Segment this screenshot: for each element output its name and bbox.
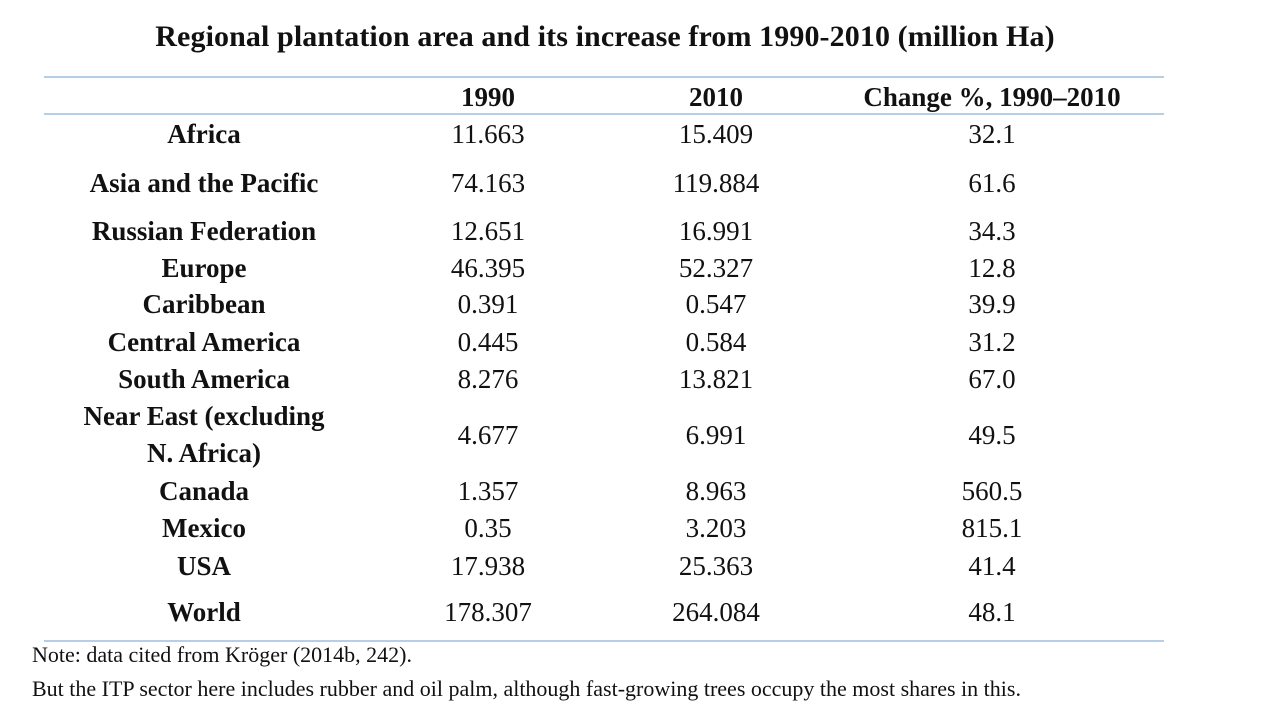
region-label: Canada <box>158 476 250 506</box>
value-change: 34.3 <box>968 216 1016 246</box>
value-2010: 15.409 <box>678 119 754 149</box>
value-change: 48.1 <box>968 597 1016 627</box>
value-2010: 8.963 <box>685 476 747 506</box>
region-label: Caribbean <box>142 289 266 319</box>
region-label: Mexico <box>162 513 246 543</box>
value-1990: 0.35 <box>464 513 512 543</box>
note-explanation: But the ITP sector here includes rubber … <box>32 676 1021 701</box>
table-bottom-rule <box>44 640 1164 642</box>
note-source: Note: data cited from Kröger (2014b, 242… <box>32 642 412 667</box>
value-1990: 8.276 <box>457 364 519 394</box>
value-change: 31.2 <box>968 327 1016 357</box>
value-change: 12.8 <box>968 253 1016 283</box>
value-1990: 1.357 <box>457 476 519 506</box>
value-change: 32.1 <box>968 119 1016 149</box>
header-rule <box>44 113 1164 115</box>
region-label: USA <box>176 551 231 581</box>
column-header-1990: 1990 <box>461 82 515 112</box>
value-1990: 4.677 <box>457 420 519 450</box>
value-2010: 3.203 <box>685 513 747 543</box>
value-change: 41.4 <box>968 551 1016 581</box>
region-label: Russian Federation <box>91 216 317 246</box>
value-1990: 0.445 <box>457 327 519 357</box>
value-change: 815.1 <box>961 513 1023 543</box>
value-2010: 0.584 <box>685 327 747 357</box>
value-1990: 178.307 <box>444 597 532 627</box>
value-1990: 46.395 <box>450 253 526 283</box>
value-2010: 6.991 <box>685 420 747 450</box>
region-label: World <box>167 597 241 627</box>
region-label: Asia and the Pacific <box>89 168 319 198</box>
value-change: 61.6 <box>968 168 1016 198</box>
region-label-line: N. Africa) <box>147 438 261 468</box>
table-title: Regional plantation area and its increas… <box>155 20 1055 53</box>
region-label: Africa <box>167 119 241 149</box>
value-1990: 74.163 <box>450 168 526 198</box>
value-1990: 0.391 <box>457 289 519 319</box>
value-2010: 119.884 <box>672 168 760 198</box>
region-label: South America <box>118 364 290 394</box>
region-label: Europe <box>161 253 247 283</box>
region-label: Near East (excluding N. Africa) <box>44 398 364 472</box>
value-change: 49.5 <box>968 420 1016 450</box>
region-label: Central America <box>107 327 301 357</box>
value-2010: 25.363 <box>678 551 754 581</box>
value-1990: 11.663 <box>451 119 525 149</box>
value-2010: 52.327 <box>678 253 754 283</box>
value-1990: 12.651 <box>450 216 526 246</box>
column-header-change: Change %, 1990–2010 <box>863 82 1121 112</box>
value-change: 39.9 <box>968 289 1016 319</box>
table-top-rule <box>44 76 1164 78</box>
value-2010: 264.084 <box>672 597 760 627</box>
value-2010: 0.547 <box>685 289 747 319</box>
value-change: 560.5 <box>961 476 1023 506</box>
value-2010: 13.821 <box>678 364 754 394</box>
value-change: 67.0 <box>968 364 1016 394</box>
value-2010: 16.991 <box>678 216 754 246</box>
region-label-line: Near East (excluding <box>83 401 325 431</box>
value-1990: 17.938 <box>450 551 526 581</box>
column-header-2010: 2010 <box>689 82 743 112</box>
